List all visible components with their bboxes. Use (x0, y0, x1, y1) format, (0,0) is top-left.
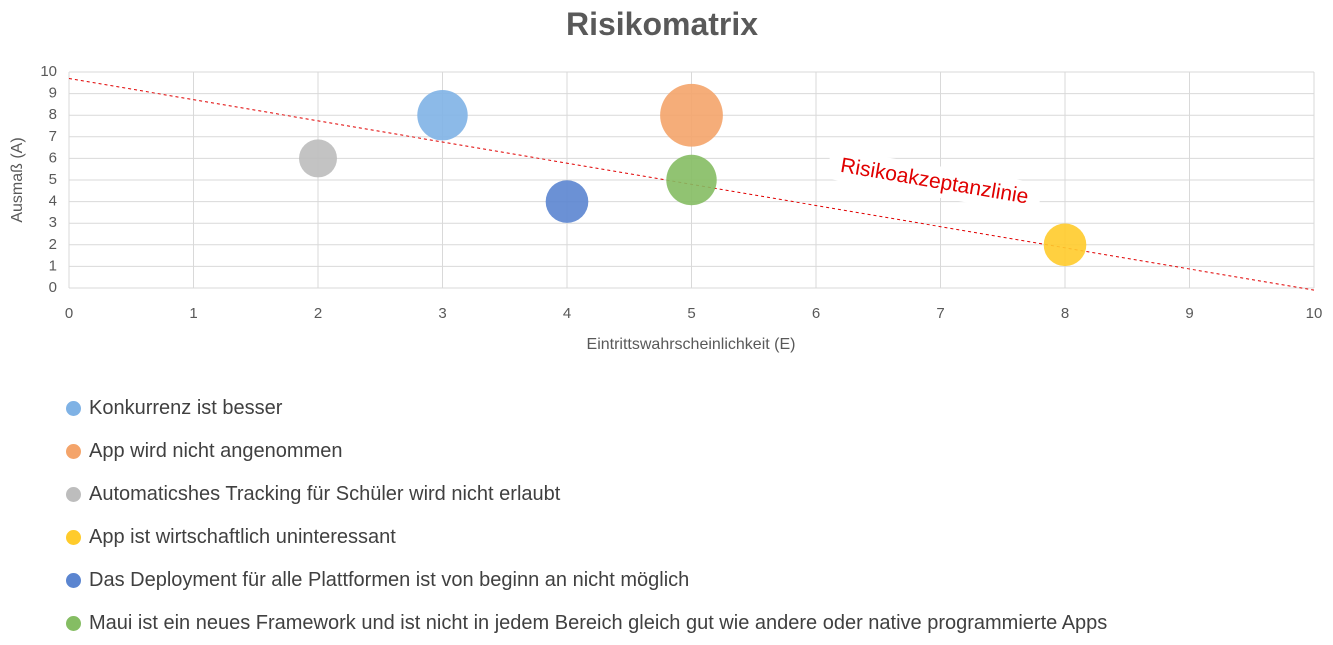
bubble-point (660, 83, 723, 147)
x-tick-label: 3 (438, 305, 446, 322)
y-tick-label: 2 (49, 236, 57, 253)
annotation-background (826, 147, 1043, 215)
legend-item: Das Deployment für alle Plattformen ist … (66, 559, 1107, 602)
legend-item: Maui ist ein neues Framework und ist nic… (66, 602, 1107, 645)
x-tick-label: 6 (812, 305, 820, 322)
y-tick-label: 10 (40, 63, 57, 80)
x-tick-label: 4 (563, 305, 571, 322)
legend-label: App ist wirtschaftlich uninteressant (89, 526, 396, 548)
y-tick-label: 4 (49, 193, 57, 210)
legend-label: Konkurrenz ist besser (89, 397, 283, 419)
legend-label: Automaticshes Tracking für Schüler wird … (89, 483, 561, 505)
y-tick-label: 6 (49, 149, 57, 166)
x-axis-label: Eintrittswahrscheinlichkeit (E) (587, 336, 796, 353)
legend-swatch (66, 487, 81, 502)
x-tick-label: 2 (314, 305, 322, 322)
y-tick-label: 1 (49, 257, 57, 274)
legend-item: Konkurrenz ist besser (66, 387, 1107, 430)
legend-swatch (66, 530, 81, 545)
x-tick-label: 5 (687, 305, 695, 322)
y-tick-label: 3 (49, 214, 57, 231)
bubble-point (417, 89, 468, 141)
x-tick-label: 8 (1061, 305, 1069, 322)
chart-title: Risikomatrix (566, 6, 758, 42)
bubble-point (299, 139, 337, 178)
risk-acceptance-label: Risikoakzeptanzlinie (839, 154, 1030, 209)
y-tick-label: 9 (49, 85, 57, 102)
y-tick-label: 7 (49, 128, 57, 145)
x-tick-label: 10 (1306, 305, 1323, 322)
bubble-chart: Risikomatrix 0 1 2 3 4 5 6 7 8 9 10 0 1 2 3 4 5 6 7 8 9 10 R… (9, 6, 1323, 353)
y-axis-label: Ausmaß (A) (9, 137, 26, 222)
legend-swatch (66, 401, 81, 416)
legend-label: Das Deployment für alle Plattformen ist … (89, 569, 690, 591)
legend-label: App wird nicht angenommen (89, 440, 343, 462)
bubble-point (545, 180, 589, 223)
y-tick-label: 0 (49, 279, 57, 296)
legend-swatch (66, 616, 81, 631)
legend-item: App wird nicht angenommen (66, 430, 1107, 473)
legend-item: App ist wirtschaftlich uninteressant (66, 516, 1107, 559)
y-tick-label: 8 (49, 106, 57, 123)
bubbles (299, 83, 1087, 267)
legend-label: Maui ist ein neues Framework und ist nic… (89, 612, 1108, 634)
legend-item: Automaticshes Tracking für Schüler wird … (66, 473, 1107, 516)
y-axis-ticks: 0 1 2 3 4 5 6 7 8 9 10 (40, 63, 57, 296)
x-tick-label: 7 (936, 305, 944, 322)
bubble-point (1043, 223, 1087, 267)
x-axis-ticks: 0 1 2 3 4 5 6 7 8 9 10 (65, 305, 1323, 322)
x-tick-label: 0 (65, 305, 73, 322)
x-tick-label: 1 (189, 305, 197, 322)
x-tick-label: 9 (1185, 305, 1193, 322)
y-tick-label: 5 (49, 171, 57, 188)
legend-swatch (66, 573, 81, 588)
legend-swatch (66, 444, 81, 459)
bubble-point (666, 154, 717, 206)
legend: Konkurrenz ist besser App wird nicht ange… (66, 387, 1107, 645)
